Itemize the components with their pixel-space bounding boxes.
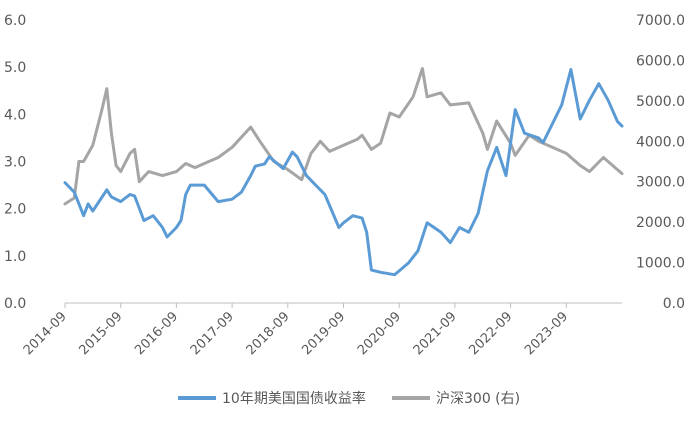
x-tick-label: 2019-09: [299, 309, 348, 358]
x-tick-label: 2020-09: [355, 309, 404, 358]
y-right-tick-label: 6000.0: [636, 53, 685, 69]
series-line-right: [63, 67, 624, 206]
x-tick-label: 2022-09: [466, 309, 515, 358]
legend: 10年期美国国债收益率 沪深300 (右): [178, 390, 520, 407]
x-tick-label: 2017-09: [188, 309, 237, 358]
y-right-tick-label: 1000.0: [636, 256, 685, 272]
x-tick-label: 2018-09: [244, 309, 293, 358]
y-right-tick-label: 2000.0: [636, 215, 685, 231]
y-left-tick-label: 6.0: [4, 13, 26, 29]
tick-labels-group: 2014-09 2015-09 2016-09 2017-09 2018-09 2019-…: [4, 13, 685, 358]
legend-label: 沪深300 (右): [436, 391, 520, 407]
y-left-tick-label: 1.0: [4, 249, 26, 265]
y-right-tick-label: 7000.0: [636, 13, 685, 29]
y-left-tick-label: 4.0: [4, 107, 26, 123]
legend-label: 10年期美国国债收益率: [222, 390, 366, 407]
x-tick-label: 2014-09: [21, 309, 70, 358]
axes-group: [64, 302, 622, 308]
x-tick-label: 2023-09: [522, 309, 571, 358]
y-left-tick-label: 5.0: [4, 60, 26, 76]
y-left-tick-label: 3.0: [4, 155, 26, 171]
x-tick-label: 2015-09: [77, 309, 126, 358]
y-right-tick-label: 4000.0: [636, 134, 685, 150]
series-lines-group: [63, 67, 624, 277]
x-tick-label: 2021-09: [411, 309, 460, 358]
y-left-tick-label: 2.0: [4, 202, 26, 218]
y-right-tick-label: 0.0: [663, 296, 685, 312]
y-left-tick-label: 0.0: [4, 296, 26, 312]
x-tick-label: 2016-09: [132, 309, 181, 358]
y-right-tick-label: 5000.0: [636, 94, 685, 110]
series-line-left: [63, 68, 624, 277]
y-right-tick-label: 3000.0: [636, 175, 685, 191]
